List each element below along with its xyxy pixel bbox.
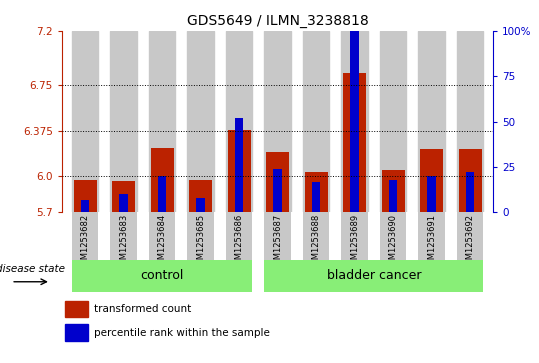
Text: GSM1253684: GSM1253684	[157, 214, 167, 270]
Bar	[420, 150, 443, 212]
Bar	[382, 170, 405, 212]
Text: GSM1253688: GSM1253688	[312, 214, 321, 270]
FancyBboxPatch shape	[72, 260, 252, 291]
Bar	[380, 31, 406, 212]
Bar	[150, 148, 174, 212]
Text: bladder cancer: bladder cancer	[327, 269, 421, 282]
FancyBboxPatch shape	[226, 212, 252, 260]
Bar	[72, 31, 98, 212]
Bar	[305, 172, 328, 212]
Bar	[350, 31, 359, 212]
Bar	[427, 176, 436, 212]
Text: disease state: disease state	[0, 264, 66, 274]
Bar	[189, 180, 212, 212]
Bar	[110, 31, 137, 212]
FancyBboxPatch shape	[265, 260, 483, 291]
FancyBboxPatch shape	[149, 212, 175, 260]
Text: percentile rank within the sample: percentile rank within the sample	[94, 328, 270, 338]
FancyBboxPatch shape	[342, 212, 368, 260]
Bar	[342, 31, 368, 212]
Bar	[466, 172, 474, 212]
Text: GSM1253691: GSM1253691	[427, 214, 436, 270]
Bar	[343, 73, 366, 212]
Bar	[149, 31, 175, 212]
Text: GSM1253690: GSM1253690	[389, 214, 398, 270]
FancyBboxPatch shape	[72, 212, 98, 260]
Bar	[389, 180, 397, 212]
Bar	[81, 200, 89, 212]
Bar	[65, 324, 88, 340]
Bar	[273, 169, 282, 212]
Bar	[188, 31, 213, 212]
Bar	[457, 31, 483, 212]
Bar	[226, 31, 252, 212]
Bar	[459, 150, 482, 212]
Bar	[265, 31, 291, 212]
Text: GSM1253686: GSM1253686	[234, 214, 244, 270]
Bar	[418, 31, 445, 212]
Bar	[234, 118, 244, 212]
Text: GSM1253689: GSM1253689	[350, 214, 359, 270]
FancyBboxPatch shape	[188, 212, 213, 260]
FancyBboxPatch shape	[418, 212, 445, 260]
Bar	[196, 198, 205, 212]
FancyBboxPatch shape	[110, 212, 137, 260]
FancyBboxPatch shape	[457, 212, 483, 260]
Bar	[158, 176, 167, 212]
Bar	[65, 301, 88, 317]
Text: GSM1253692: GSM1253692	[466, 214, 474, 270]
Bar	[227, 130, 251, 212]
Text: GSM1253685: GSM1253685	[196, 214, 205, 270]
Text: GSM1253683: GSM1253683	[119, 214, 128, 270]
Text: control: control	[140, 269, 184, 282]
Title: GDS5649 / ILMN_3238818: GDS5649 / ILMN_3238818	[186, 15, 369, 28]
Bar	[312, 182, 321, 212]
Text: GSM1253682: GSM1253682	[81, 214, 89, 270]
FancyBboxPatch shape	[380, 212, 406, 260]
Bar	[303, 31, 329, 212]
Bar	[119, 194, 128, 212]
Bar	[112, 181, 135, 212]
Bar	[266, 152, 289, 212]
Bar	[73, 180, 96, 212]
Text: transformed count: transformed count	[94, 304, 191, 314]
FancyBboxPatch shape	[303, 212, 329, 260]
FancyBboxPatch shape	[265, 212, 291, 260]
Text: GSM1253687: GSM1253687	[273, 214, 282, 270]
